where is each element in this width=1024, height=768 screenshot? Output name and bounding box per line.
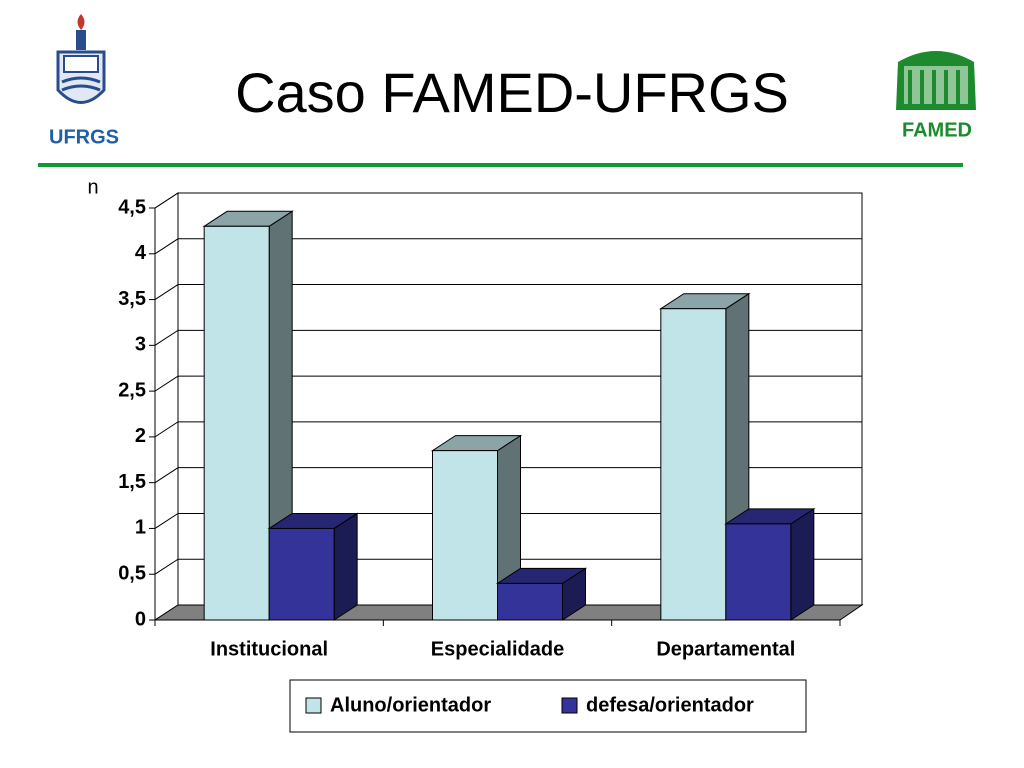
legend-swatch bbox=[305, 697, 322, 714]
legend bbox=[289, 679, 807, 733]
bar bbox=[660, 308, 727, 621]
famed-logo: FAMED bbox=[896, 51, 976, 141]
x-tick-label: Departamental bbox=[656, 638, 795, 660]
grid-line bbox=[154, 512, 862, 529]
x-tick-label: Especialidade bbox=[431, 638, 564, 660]
y-tick-label: 3 bbox=[135, 334, 146, 356]
ufrgs-logo: UFRGS bbox=[49, 14, 119, 148]
y-tick-label: 0 bbox=[135, 608, 146, 630]
bar bbox=[268, 527, 335, 621]
left-logo-text: UFRGS bbox=[49, 126, 119, 148]
grid-line bbox=[154, 329, 862, 346]
bar bbox=[203, 225, 270, 621]
grid-line bbox=[154, 238, 862, 255]
y-tick-label: 4 bbox=[135, 242, 147, 264]
x-tick-label: Institucional bbox=[210, 638, 328, 660]
plot bbox=[149, 192, 862, 626]
grid-line bbox=[154, 375, 862, 392]
bar bbox=[725, 523, 792, 621]
legend-label: Aluno/orientador bbox=[330, 694, 491, 716]
right-logo-text: FAMED bbox=[902, 119, 972, 141]
grid-line bbox=[154, 192, 862, 209]
y-tick-label: 0,5 bbox=[118, 563, 146, 585]
y-tick-label: 4,5 bbox=[118, 196, 146, 218]
bar bbox=[432, 450, 498, 621]
y-tick-label: 2 bbox=[135, 425, 146, 447]
legend-swatch bbox=[561, 697, 578, 714]
y-tick-label: 3,5 bbox=[118, 288, 146, 310]
grid-line bbox=[154, 467, 862, 484]
side-wall bbox=[154, 192, 179, 621]
y-axis-label: n bbox=[87, 176, 98, 198]
grid-line bbox=[154, 558, 862, 575]
bar-side bbox=[333, 512, 358, 621]
y-tick-label: 1 bbox=[135, 517, 146, 539]
grid-line bbox=[154, 421, 862, 438]
legend-label: defesa/orientador bbox=[586, 694, 754, 716]
y-tick-label: 1,5 bbox=[118, 471, 146, 493]
grid-line bbox=[154, 284, 862, 300]
chart-title: Caso FAMED-UFRGS bbox=[235, 61, 789, 124]
legend-items: Aluno/orientador defesa/orientador bbox=[305, 694, 754, 716]
bar-side bbox=[790, 507, 815, 621]
y-tick-label: 2,5 bbox=[118, 379, 146, 401]
bar bbox=[497, 582, 563, 621]
